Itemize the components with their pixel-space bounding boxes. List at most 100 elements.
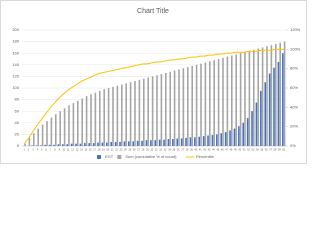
x-tick-label: 44 [212, 149, 215, 152]
x-tick-label: 26 [133, 149, 136, 152]
bar [248, 50, 251, 146]
bar [169, 71, 171, 146]
bar [44, 144, 47, 146]
bar [178, 69, 180, 146]
y2-tick-label: 100% [290, 46, 301, 51]
bar [129, 82, 132, 146]
x-tick-label: 6 [46, 149, 48, 152]
x-tick-label: 30 [150, 149, 153, 152]
bar [141, 140, 143, 146]
bar [200, 63, 202, 146]
bar [231, 55, 233, 146]
x-tick-label: 23 [120, 149, 123, 152]
x-tick-label: 12 [71, 149, 74, 152]
bar [134, 81, 136, 146]
y2-tick-label: 20% [290, 124, 298, 129]
line-series [23, 48, 284, 145]
y2-tick-label: 0% [290, 143, 296, 148]
x-tick-label: 4 [37, 149, 39, 152]
bar [132, 141, 135, 146]
bar [277, 61, 280, 146]
x-tick-label: 34 [168, 149, 171, 152]
bar [145, 140, 148, 146]
x-tick-label: 59 [278, 149, 281, 152]
bar [156, 75, 158, 146]
bar [194, 137, 196, 146]
bar [151, 76, 154, 146]
x-tick-label: 35 [172, 149, 175, 152]
x-tick-label: 55 [260, 149, 263, 152]
bar [57, 144, 60, 146]
x-tick-label: 13 [76, 149, 79, 152]
x-tick-label: 40 [194, 149, 197, 152]
bar [282, 53, 284, 147]
bar [33, 133, 35, 146]
bar [88, 143, 91, 146]
bar [107, 88, 110, 146]
bar [222, 57, 224, 147]
bar [46, 121, 48, 146]
x-tick-label: 58 [274, 149, 277, 152]
bar [233, 128, 236, 146]
bar [154, 140, 157, 146]
bar [110, 141, 113, 146]
bar [242, 122, 245, 146]
bar [97, 142, 99, 146]
bar [66, 144, 69, 146]
legend-label: Sum (cumulative % of count) [125, 154, 177, 159]
bar [116, 85, 119, 146]
bar [261, 47, 264, 146]
bar [189, 137, 192, 146]
bar [53, 144, 55, 146]
bar [99, 90, 101, 146]
x-tick-label: 20 [106, 149, 109, 152]
x-tick-label: 27 [137, 149, 140, 152]
bar [273, 67, 275, 146]
bar [123, 141, 126, 146]
bar [268, 73, 271, 146]
bar [257, 48, 259, 147]
bar [182, 68, 185, 146]
bar [209, 61, 211, 146]
x-tick-label: 60 [282, 149, 285, 152]
bar [37, 128, 39, 146]
bar [35, 145, 38, 146]
x-tick-label: 50 [238, 149, 241, 152]
x-tick-label: 21 [111, 149, 114, 152]
y2-tick-label: 120% [290, 27, 301, 32]
bar [260, 90, 262, 146]
x-tick-label: 18 [98, 149, 101, 152]
bar [163, 139, 165, 146]
bar [62, 144, 64, 146]
y2-tick-label: 60% [290, 85, 298, 90]
bar [160, 74, 163, 146]
bar [185, 137, 187, 146]
bar [40, 145, 42, 146]
bar [255, 102, 258, 146]
bar [103, 89, 105, 146]
bar [68, 105, 70, 146]
x-tick-label: 38 [186, 149, 189, 152]
bar [85, 96, 88, 146]
x-tick-label: 2 [28, 149, 30, 152]
bar [70, 143, 73, 146]
x-tick-label: 1 [24, 149, 26, 152]
bar [229, 130, 231, 146]
bar [198, 136, 201, 146]
bar [235, 54, 237, 146]
x-tick-label: 16 [89, 149, 92, 152]
x-tick-label: 54 [256, 149, 259, 152]
bar [90, 94, 92, 146]
bar [270, 45, 273, 146]
x-tick-label: 51 [243, 149, 246, 152]
x-tick-label: 48 [230, 149, 233, 152]
x-tick-label: 33 [164, 149, 167, 152]
bar [220, 133, 223, 146]
x-tick-label: 42 [203, 149, 206, 152]
y2-tick-label: 40% [290, 104, 298, 109]
bar [106, 142, 108, 146]
bar [167, 139, 170, 146]
bar [41, 124, 44, 146]
x-tick-label: 28 [142, 149, 145, 152]
bar [226, 56, 229, 146]
